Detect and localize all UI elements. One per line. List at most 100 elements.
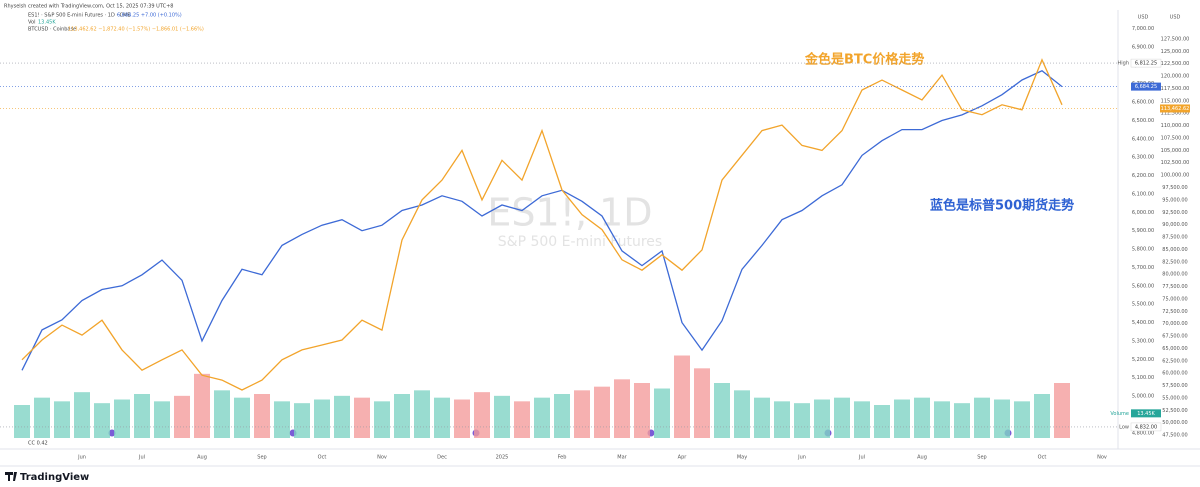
brand-logo — [5, 472, 17, 481]
x-tick-label: Nov — [377, 455, 387, 461]
y-tick-label: 97,500.00 — [1162, 185, 1187, 191]
volume-bar — [1014, 401, 1030, 438]
y-tick-label: 5,200.00 — [1132, 357, 1154, 363]
volume-bar — [434, 397, 450, 438]
volume-bar — [294, 403, 310, 438]
volume-bar — [894, 399, 910, 438]
x-tick-label: Aug — [197, 455, 207, 461]
volume-bar — [834, 397, 850, 438]
y-tick-label: 67,500.00 — [1162, 334, 1187, 340]
watermark: ES1!, 1D — [487, 191, 652, 235]
y-tick-label: 6,900.00 — [1132, 44, 1154, 50]
y-tick-label: 125,000.00 — [1161, 49, 1190, 55]
y-tick-label: 6,400.00 — [1132, 136, 1154, 142]
marker-label: Low — [1119, 424, 1129, 430]
price-badge — [1131, 409, 1161, 418]
volume-bar — [654, 388, 670, 438]
volume-bar — [714, 383, 730, 438]
y-tick-label: 57,500.00 — [1162, 383, 1187, 389]
watermark-sub: S&P 500 E-mini Futures — [498, 234, 662, 250]
volume-bar — [774, 401, 790, 438]
volume-bar — [474, 392, 490, 438]
y-tick-label: 102,500.00 — [1161, 160, 1190, 166]
legend-value: 13.45K — [38, 20, 56, 26]
y-tick-label: 5,900.00 — [1132, 228, 1154, 234]
price-badge-label: 13.45K — [1137, 411, 1155, 417]
volume-bar — [114, 399, 130, 438]
volume-bar — [734, 390, 750, 438]
volume-bar — [874, 405, 890, 438]
y-tick-label: 100,000.00 — [1161, 173, 1190, 179]
volume-bar — [74, 392, 90, 438]
y-tick-label: 62,500.00 — [1162, 358, 1187, 364]
volume-bar — [1054, 383, 1070, 438]
y-tick-label: 6,200.00 — [1132, 173, 1154, 179]
y-tick-label: 7,000.00 — [1132, 26, 1154, 32]
y-tick-label: 6,300.00 — [1132, 155, 1154, 161]
volume-bar — [954, 403, 970, 438]
volume-bar — [694, 368, 710, 438]
annotation: 金色是BTC价格走势 — [804, 52, 924, 68]
y-tick-label: 5,000.00 — [1132, 394, 1154, 400]
volume-bar — [214, 390, 230, 438]
x-tick-label: Feb — [558, 455, 567, 461]
volume-bar — [94, 403, 110, 438]
volume-bar — [334, 395, 350, 438]
volume-bar — [454, 399, 470, 438]
price-badge-label: 113,462.62 — [1161, 106, 1190, 112]
x-tick-label: Jun — [77, 455, 86, 461]
marker-label: Volume — [1110, 411, 1129, 417]
y-tick-label: 85,000.00 — [1162, 247, 1187, 253]
price-badge-label: 4,832.00 — [1135, 424, 1157, 430]
volume-bar — [14, 405, 30, 438]
volume-bar — [194, 373, 210, 438]
volume-bar — [934, 401, 950, 438]
y-tick-label: 52,500.00 — [1162, 408, 1187, 414]
y-tick-label: 5,300.00 — [1132, 338, 1154, 344]
legend-name: ES1! · S&P 500 E-mini Futures · 1D · CME — [28, 13, 131, 19]
y-tick-label: 107,500.00 — [1161, 135, 1190, 141]
y-tick-label: 72,500.00 — [1162, 309, 1187, 315]
y-tick-label: 75,000.00 — [1162, 296, 1187, 302]
y-tick-label: 5,500.00 — [1132, 302, 1154, 308]
price-badge-label: 6,684.25 — [1135, 84, 1157, 90]
price-badge — [1130, 58, 1162, 68]
y-tick-label: 122,500.00 — [1161, 61, 1190, 67]
x-tick-label: Jun — [797, 455, 806, 461]
y-tick-label: 70,000.00 — [1162, 321, 1187, 327]
y-tick-label: 92,500.00 — [1162, 210, 1187, 216]
y-tick-label: 77,500.00 — [1162, 284, 1187, 290]
x-tick-label: Jul — [858, 455, 865, 461]
y-tick-label: 6,000.00 — [1132, 210, 1154, 216]
y-tick-label: 5,700.00 — [1132, 265, 1154, 271]
price-badge — [1160, 104, 1190, 113]
price-badge — [1130, 422, 1162, 432]
y-tick-label: 4,800.00 — [1132, 430, 1154, 436]
y-tick-label: 5,800.00 — [1132, 247, 1154, 253]
x-tick-label: Nov — [1097, 455, 1107, 461]
volume-bar — [794, 403, 810, 438]
y-tick-label: 82,500.00 — [1162, 259, 1187, 265]
credit: Rhyselsh created with TradingView.com, O… — [4, 4, 173, 10]
axis-unit: USD — [1170, 15, 1181, 21]
volume-bar — [814, 399, 830, 438]
volume-bar — [34, 397, 50, 438]
y-tick-label: 127,500.00 — [1161, 36, 1190, 42]
volume-bar — [974, 397, 990, 438]
marker-label: High — [1118, 61, 1130, 67]
volume-bar — [414, 390, 430, 438]
volume-bar — [594, 386, 610, 438]
volume-bar — [1034, 394, 1050, 438]
price-badge — [1131, 82, 1161, 91]
price-badge-label: 6,812.25 — [1135, 61, 1157, 67]
brand: TradingView — [20, 472, 89, 483]
legend-value: 6,684.25 +7.00 (+0.10%) — [117, 13, 182, 19]
y-tick-label: 65,000.00 — [1162, 346, 1187, 352]
volume-bar — [134, 394, 150, 438]
x-tick-label: Oct — [318, 455, 327, 461]
volume-bar — [854, 401, 870, 438]
volume-bar — [314, 399, 330, 438]
x-tick-label: Sep — [257, 455, 266, 461]
volume-bar — [754, 397, 770, 438]
